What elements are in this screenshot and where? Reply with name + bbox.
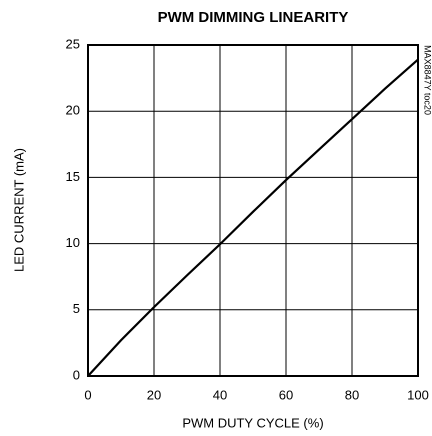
y-tick-label: 20 bbox=[66, 103, 80, 118]
x-tick-label: 20 bbox=[147, 387, 161, 402]
side-label: MAX8847Y toc20 bbox=[423, 45, 432, 115]
x-tick-label: 60 bbox=[279, 387, 293, 402]
x-axis-label: PWM DUTY CYCLE (%) bbox=[182, 415, 323, 430]
y-tick-label: 10 bbox=[66, 235, 80, 250]
y-axis-label: LED CURRENT (mA) bbox=[11, 148, 26, 272]
x-tick-label: 0 bbox=[84, 387, 91, 402]
x-tick-label: 80 bbox=[345, 387, 359, 402]
x-tick-label: 40 bbox=[213, 387, 227, 402]
y-tick-label: 15 bbox=[66, 169, 80, 184]
y-tick-label: 5 bbox=[73, 301, 80, 316]
y-tick-label: 0 bbox=[73, 367, 80, 382]
chart-title: PWM DIMMING LINEARITY bbox=[158, 9, 349, 26]
plot-frame bbox=[87, 44, 419, 377]
y-tick-label: 25 bbox=[66, 36, 80, 51]
data-line bbox=[87, 58, 419, 377]
x-tick-label: 100 bbox=[407, 387, 429, 402]
